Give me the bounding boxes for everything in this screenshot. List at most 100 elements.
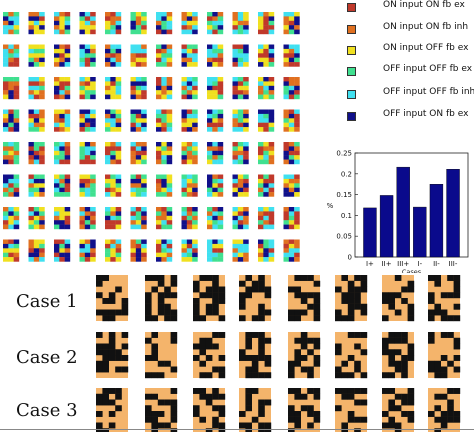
case-pattern-tile [239, 388, 271, 432]
receptive-field-tile [207, 45, 223, 67]
receptive-field-tile [105, 12, 121, 34]
case-pattern-tile [239, 332, 271, 378]
receptive-field-tile [54, 77, 70, 99]
receptive-field-tile [182, 142, 198, 164]
bar-chart: 0 0.05 0.1 0.15 0.2 0.25% I+ II+ III+ I- II- III- Ca… [320, 145, 474, 273]
y-tick-label: 0.2 [341, 170, 352, 178]
receptive-field-tile [207, 110, 223, 132]
legend-swatch [347, 90, 356, 99]
receptive-field-tile [233, 12, 249, 34]
receptive-field-tile [3, 142, 19, 164]
receptive-field-tile [131, 12, 147, 34]
bar [430, 184, 443, 257]
receptive-field-tile [207, 142, 223, 164]
x-tick-label: III- [449, 260, 458, 268]
receptive-field-tile [3, 240, 19, 262]
bar [380, 195, 393, 257]
legend-swatch [347, 46, 356, 55]
receptive-field-tile [105, 110, 121, 132]
receptive-field-tile [258, 45, 274, 67]
receptive-field-tile [29, 45, 45, 67]
receptive-field-tile [54, 175, 70, 197]
legend-swatch [347, 3, 356, 12]
receptive-field-tile [54, 142, 70, 164]
receptive-field-tile [207, 207, 223, 229]
case-pattern-tile [288, 275, 320, 321]
receptive-field-tile [258, 142, 274, 164]
bar [363, 208, 376, 257]
receptive-field-tile [233, 45, 249, 67]
legend-label: OFF input OFF fb ex [383, 64, 472, 74]
receptive-field-tile [258, 175, 274, 197]
receptive-field-tile [29, 240, 45, 262]
receptive-field-tile [156, 142, 172, 164]
case-label-1: Case 1 [16, 291, 78, 312]
receptive-field-tile [105, 175, 121, 197]
receptive-field-tile [80, 110, 96, 132]
legend: ON input ON fb ex ON input ON fb inh ON in… [340, 0, 474, 130]
x-tick-label: III+ [397, 260, 409, 268]
case-pattern-tile [335, 332, 367, 378]
receptive-field-tile [284, 142, 300, 164]
receptive-field-tile [54, 45, 70, 67]
receptive-field-tile [156, 207, 172, 229]
receptive-field-tile [284, 45, 300, 67]
receptive-field-tile [182, 175, 198, 197]
receptive-field-tile [3, 12, 19, 34]
receptive-field-tile [80, 12, 96, 34]
case-pattern-tile [382, 275, 414, 321]
bar [447, 169, 460, 257]
receptive-field-tile [54, 240, 70, 262]
receptive-field-tile [284, 207, 300, 229]
x-tick-label: II+ [382, 260, 392, 268]
receptive-field-tile [29, 110, 45, 132]
divider [0, 429, 474, 430]
receptive-field-tile [131, 110, 147, 132]
legend-swatch [347, 67, 356, 76]
receptive-field-tile [105, 207, 121, 229]
receptive-field-tile [284, 240, 300, 262]
case-pattern-tile [335, 275, 367, 321]
y-tick-label: 0.15 [336, 191, 352, 199]
case-pattern-tile [145, 388, 177, 432]
bar [397, 167, 410, 257]
receptive-field-tile [54, 110, 70, 132]
receptive-field-tile [105, 45, 121, 67]
receptive-field-tile [105, 77, 121, 99]
case-pattern-tile [382, 332, 414, 378]
receptive-field-tile [105, 240, 121, 262]
receptive-field-tile [207, 77, 223, 99]
receptive-field-tile [80, 175, 96, 197]
receptive-field-tile [284, 110, 300, 132]
receptive-field-tile [207, 175, 223, 197]
case-pattern-tile [239, 275, 271, 321]
x-tick-label: I- [418, 260, 423, 268]
receptive-field-tile [131, 240, 147, 262]
case-label-3: Case 3 [16, 400, 78, 421]
receptive-field-tile [29, 175, 45, 197]
legend-label: ON input OFF fb ex [383, 43, 468, 53]
y-tick-label: 0.1 [341, 212, 352, 220]
receptive-field-tile [233, 175, 249, 197]
y-tick-label: 0.05 [336, 233, 352, 241]
legend-swatch [347, 25, 356, 34]
receptive-field-tile [54, 12, 70, 34]
x-tick-label: I+ [366, 260, 374, 268]
receptive-field-tile [80, 142, 96, 164]
receptive-field-tile [156, 45, 172, 67]
case-pattern-tile [382, 388, 414, 432]
receptive-field-tile [258, 110, 274, 132]
receptive-field-tile [207, 240, 223, 262]
receptive-field-tile [29, 77, 45, 99]
receptive-field-tile [182, 207, 198, 229]
case-pattern-tile [145, 332, 177, 378]
x-tick-label: II- [433, 260, 440, 268]
receptive-field-tile [131, 77, 147, 99]
receptive-field-tile [80, 240, 96, 262]
y-tick-label: 0.25 [336, 150, 352, 158]
receptive-field-tile [233, 207, 249, 229]
receptive-field-tile [29, 207, 45, 229]
receptive-field-tile [80, 45, 96, 67]
x-axis-label: Cases [402, 268, 422, 273]
receptive-field-tile [182, 12, 198, 34]
